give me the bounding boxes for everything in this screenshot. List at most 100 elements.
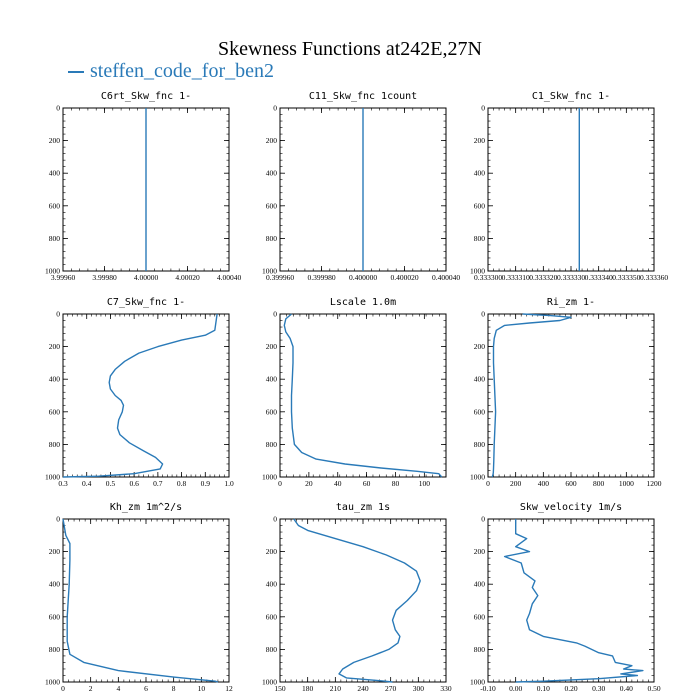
chart-panel-0: C6rt_Skw_fnc 1- 3.99960 3.99980 4.00000 4.00…: [45, 91, 241, 282]
chart-panel-6: Kh_zm 1m^2/s 0 2 4 6 8 10 12 0 200 400 600 800 1000: [45, 502, 233, 693]
y-tick-label: 200: [49, 342, 61, 351]
y-tick-label: 600: [49, 201, 61, 210]
panel-title: C6rt_Skw_fnc 1-: [101, 91, 191, 102]
figure-title: Skewness Functions at242E,27N: [218, 38, 482, 60]
panel-title: C1_Skw_fnc 1-: [532, 91, 610, 102]
x-tick-label: 8: [172, 684, 176, 693]
x-tick-label: 0.333320: [529, 273, 557, 282]
chart-panel-2: C1_Skw_fnc 1-0.333300 0.333310 0.333320 0.3…: [470, 91, 668, 282]
y-tick-label: 800: [266, 440, 278, 449]
y-tick-label: 0: [56, 310, 60, 319]
chart-panel-5: Ri_zm 1- 0 200 400 600 800 1000 1200 0 200 400 600 8…: [470, 297, 662, 488]
y-tick-label: 400: [474, 580, 486, 589]
y-tick-label: 200: [474, 342, 486, 351]
plot-frame: [62, 313, 230, 478]
y-tick-label: 200: [474, 136, 486, 145]
x-tick-label: 150: [274, 684, 286, 693]
x-tick-label: 0.5: [106, 479, 116, 488]
y-tick-label: 0: [481, 515, 485, 524]
x-tick-label: 10: [198, 684, 206, 693]
y-tick-label: 400: [49, 580, 61, 589]
x-tick-label: 600: [565, 479, 577, 488]
x-tick-label: 0.30: [592, 684, 605, 693]
x-tick-label: 0.10: [537, 684, 550, 693]
y-tick-label: 800: [266, 234, 278, 243]
y-tick-label: 0: [481, 310, 485, 319]
x-tick-label: 0.333350: [612, 273, 640, 282]
x-tick-label: 400: [538, 479, 550, 488]
x-tick-label: 300: [413, 684, 425, 693]
y-tick-label: 600: [49, 612, 61, 621]
y-tick-label: 1000: [262, 678, 277, 687]
plot-frame: [487, 518, 655, 683]
y-tick-label: 1000: [470, 678, 485, 687]
y-tick-label: 200: [266, 547, 278, 556]
plot-frame: [62, 518, 230, 683]
y-tick-label: 400: [266, 375, 278, 384]
y-tick-label: 800: [49, 440, 61, 449]
plot-frame: [279, 518, 447, 683]
series-line-0: [62, 518, 219, 683]
chart-panel-8: Skw_velocity 1m/s -0.10 0.00 0.10 0.20 0.30 0.…: [470, 502, 661, 693]
x-tick-label: 0.3: [58, 479, 68, 488]
x-tick-label: 330: [440, 684, 452, 693]
x-tick-label: 1000: [619, 479, 634, 488]
y-tick-label: 800: [474, 234, 486, 243]
x-tick-label: 12: [225, 684, 233, 693]
y-tick-label: 800: [474, 645, 486, 654]
x-tick-label: 0.399980: [307, 273, 335, 282]
panel-title: C11_Skw_fnc 1count: [309, 91, 417, 102]
y-tick-label: 1000: [262, 473, 277, 482]
x-tick-label: 0.400020: [390, 273, 418, 282]
x-tick-label: 0.333360: [640, 273, 668, 282]
y-tick-label: 400: [266, 580, 278, 589]
x-tick-label: 0: [61, 684, 65, 693]
x-tick-label: 0.00: [509, 684, 522, 693]
y-tick-label: 1000: [45, 267, 60, 276]
y-tick-label: 200: [474, 547, 486, 556]
x-tick-label: 2: [89, 684, 93, 693]
y-tick-label: 600: [266, 201, 278, 210]
y-tick-label: 1000: [45, 473, 60, 482]
x-tick-label: 60: [363, 479, 371, 488]
y-tick-label: 1000: [470, 267, 485, 276]
y-tick-label: 600: [266, 612, 278, 621]
plot-frame: [487, 107, 655, 272]
x-tick-label: 4.00040: [217, 273, 242, 282]
series-line-0: [293, 518, 421, 683]
y-tick-label: 400: [474, 169, 486, 178]
y-tick-label: 600: [474, 612, 486, 621]
series-line-0: [491, 313, 572, 478]
y-tick-label: 800: [49, 645, 61, 654]
x-tick-label: 6: [144, 684, 148, 693]
x-tick-label: 0.333330: [557, 273, 585, 282]
x-tick-label: 4.00000: [134, 273, 159, 282]
series-line-0: [503, 519, 644, 683]
x-tick-label: 0.50: [647, 684, 660, 693]
x-tick-label: 270: [385, 684, 397, 693]
x-tick-label: 0: [278, 479, 282, 488]
panel-title: Kh_zm 1m^2/s: [110, 502, 182, 513]
x-tick-label: 1.0: [224, 479, 234, 488]
x-tick-label: 0.400040: [432, 273, 460, 282]
x-tick-label: 1200: [647, 479, 662, 488]
x-tick-label: 3.99980: [92, 273, 117, 282]
y-tick-label: 1000: [45, 678, 60, 687]
x-tick-label: 180: [302, 684, 314, 693]
y-tick-label: 800: [474, 440, 486, 449]
chart-panel-3: C7_Skw_fnc 1- 0.3 0.4 0.5 0.6 0.7 0.8 0.9 1.0 0 20…: [45, 297, 234, 488]
panel-title: Lscale 1.0m: [330, 297, 396, 308]
x-tick-label: 210: [330, 684, 342, 693]
chart-panel-7: tau_zm 1s 150 180 210 240 270 300 330 0 200 400 600…: [262, 502, 452, 693]
x-tick-label: 0.333340: [585, 273, 613, 282]
y-tick-label: 400: [474, 375, 486, 384]
legend: steffen_code_for_ben2: [68, 60, 274, 83]
chart-panel-1: C11_Skw_fnc 1count 0.399960 0.399980 0.4000…: [262, 91, 460, 282]
x-tick-label: 240: [357, 684, 369, 693]
x-tick-label: 80: [392, 479, 400, 488]
y-tick-label: 800: [49, 234, 61, 243]
legend-label: steffen_code_for_ben2: [90, 60, 275, 82]
y-tick-label: 400: [49, 375, 61, 384]
y-tick-label: 0: [273, 515, 277, 524]
